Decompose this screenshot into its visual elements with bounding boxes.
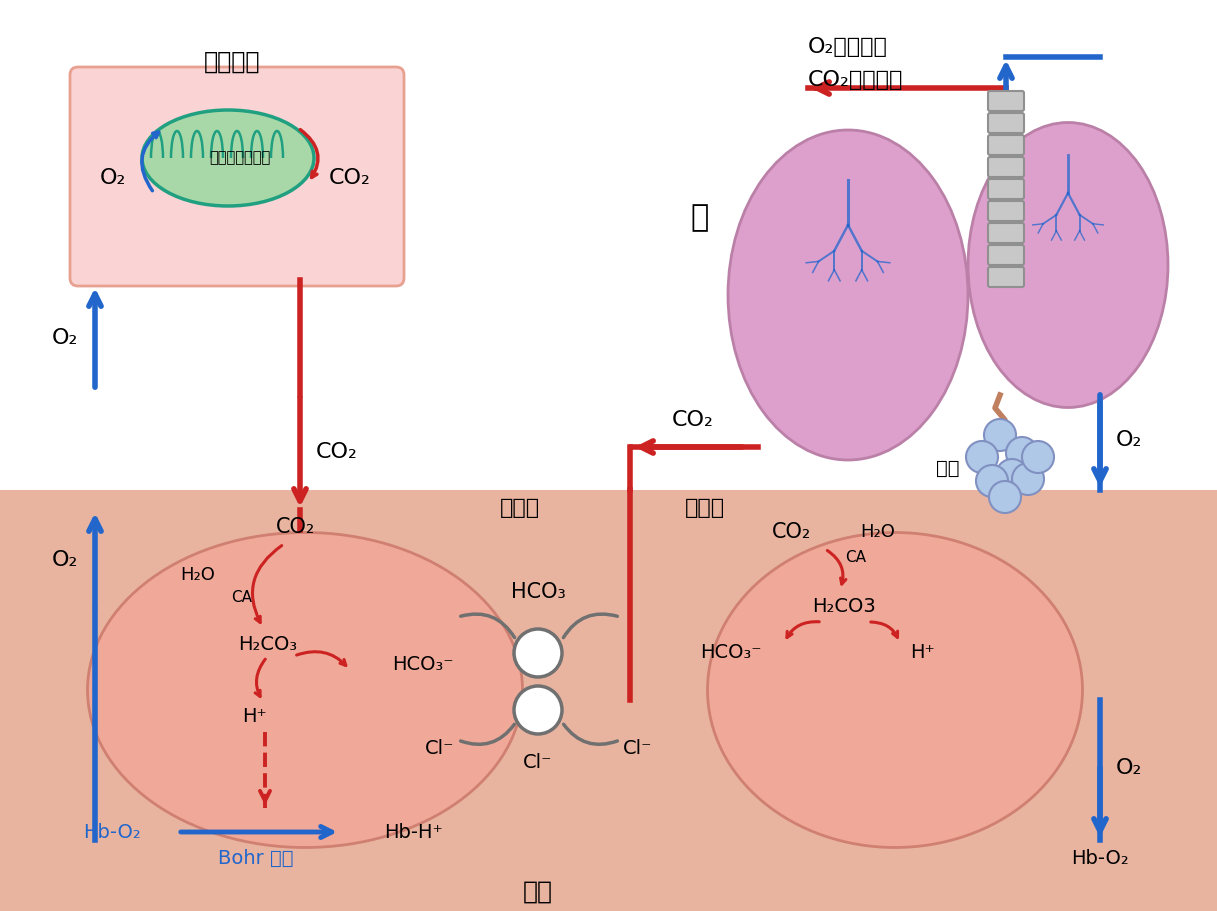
Text: O₂: O₂ — [1116, 758, 1143, 778]
Text: H₂CO₃: H₂CO₃ — [239, 636, 298, 654]
Text: H₂O: H₂O — [180, 566, 215, 584]
Text: ミトコンドリア: ミトコンドリア — [209, 150, 270, 166]
FancyBboxPatch shape — [988, 179, 1023, 199]
Text: 赤血球: 赤血球 — [500, 498, 540, 518]
Text: H⁺: H⁺ — [242, 708, 268, 726]
FancyBboxPatch shape — [988, 135, 1023, 155]
Text: Bohr 効果: Bohr 効果 — [218, 848, 293, 867]
Text: CO₂（呼気）: CO₂（呼気） — [808, 70, 903, 90]
Text: HCO₃⁻: HCO₃⁻ — [701, 643, 762, 662]
Text: 血漿: 血漿 — [523, 880, 553, 904]
Circle shape — [996, 459, 1028, 491]
Text: Cl⁻: Cl⁻ — [425, 739, 455, 758]
FancyBboxPatch shape — [988, 245, 1023, 265]
Circle shape — [1013, 463, 1044, 495]
Text: H₂CO3: H₂CO3 — [812, 598, 876, 617]
FancyBboxPatch shape — [988, 91, 1023, 111]
Text: 末梢組織: 末梢組織 — [203, 50, 260, 74]
FancyBboxPatch shape — [988, 157, 1023, 177]
Text: Hb-O₂: Hb-O₂ — [83, 823, 141, 842]
Text: CO₂: CO₂ — [672, 410, 714, 430]
FancyBboxPatch shape — [988, 267, 1023, 287]
Ellipse shape — [728, 130, 968, 460]
Text: CO₂: CO₂ — [316, 442, 358, 462]
Circle shape — [966, 441, 998, 473]
Text: Hb-O₂: Hb-O₂ — [1071, 848, 1129, 867]
Ellipse shape — [968, 122, 1168, 407]
Circle shape — [989, 481, 1021, 513]
FancyBboxPatch shape — [988, 223, 1023, 243]
Circle shape — [514, 629, 562, 677]
Ellipse shape — [88, 533, 522, 847]
Text: Hb-H⁺: Hb-H⁺ — [385, 823, 443, 842]
Bar — [0, 490, 1217, 911]
FancyBboxPatch shape — [988, 201, 1023, 221]
Text: O₂: O₂ — [100, 168, 127, 188]
Text: 赤血球: 赤血球 — [685, 498, 725, 518]
Circle shape — [1006, 437, 1038, 469]
Text: HCO₃⁻: HCO₃⁻ — [392, 656, 454, 674]
Text: Cl⁻: Cl⁻ — [623, 739, 652, 758]
Text: CO₂: CO₂ — [773, 522, 812, 542]
FancyBboxPatch shape — [988, 113, 1023, 133]
Text: 肺: 肺 — [691, 203, 710, 232]
Text: Cl⁻: Cl⁻ — [523, 752, 553, 772]
Ellipse shape — [142, 110, 314, 206]
Text: H₂O: H₂O — [860, 523, 896, 541]
Text: CA: CA — [231, 590, 252, 606]
Text: 肺胞: 肺胞 — [936, 458, 960, 477]
Circle shape — [514, 686, 562, 734]
Text: CA: CA — [846, 549, 867, 565]
Text: O₂: O₂ — [51, 550, 78, 570]
Circle shape — [976, 465, 1008, 497]
Text: O₂: O₂ — [51, 328, 78, 348]
Text: O₂（吸気）: O₂（吸気） — [808, 37, 888, 57]
Text: CO₂: CO₂ — [329, 168, 371, 188]
Text: HCO₃: HCO₃ — [511, 582, 566, 602]
Circle shape — [1022, 441, 1054, 473]
Text: O₂: O₂ — [1116, 430, 1143, 450]
Text: CO₂: CO₂ — [276, 517, 315, 537]
Ellipse shape — [707, 533, 1082, 847]
Circle shape — [985, 419, 1016, 451]
FancyBboxPatch shape — [71, 67, 404, 286]
Text: H⁺: H⁺ — [910, 643, 935, 662]
